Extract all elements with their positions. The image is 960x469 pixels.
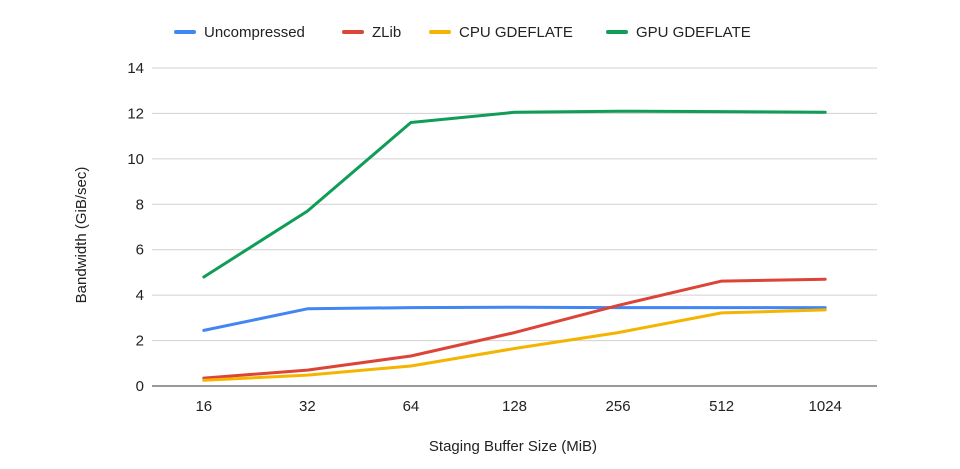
x-axis-ticks: 16 32 64 128 256 512 1024 (195, 398, 841, 415)
legend-label: CPU GDEFLATE (459, 24, 573, 41)
x-tick-label: 128 (502, 398, 527, 415)
x-tick-label: 64 (403, 398, 420, 415)
x-tick-label: 16 (195, 398, 212, 415)
series-lines (202, 109, 827, 382)
x-tick-label: 512 (709, 398, 734, 415)
y-tick-label: 2 (136, 333, 144, 350)
legend-label: ZLib (372, 24, 401, 41)
y-tick-label: 14 (127, 60, 144, 77)
x-tick-label: 1024 (809, 398, 842, 415)
y-tick-label: 12 (127, 105, 144, 122)
y-tick-label: 0 (136, 378, 144, 395)
legend: Uncompressed ZLib CPU GDEFLATE GPU GDEFLATE (174, 24, 751, 41)
x-tick-label: 32 (299, 398, 316, 415)
x-axis-title: Staging Buffer Size (MiB) (429, 438, 597, 455)
y-axis-title: Bandwidth (GiB/sec) (73, 167, 90, 304)
legend-label: Uncompressed (204, 24, 305, 41)
y-tick-label: 10 (127, 151, 144, 168)
series-line-zlib (202, 277, 827, 380)
legend-label: GPU GDEFLATE (636, 24, 751, 41)
series-line-uncompressed (202, 305, 827, 332)
x-tick-label: 256 (606, 398, 631, 415)
gridlines (152, 67, 877, 387)
series-line-gpu-gdeflate (202, 109, 827, 279)
y-tick-label: 6 (136, 242, 144, 259)
y-tick-label: 8 (136, 196, 144, 213)
y-tick-label: 4 (136, 287, 144, 304)
series-line-cpu-gdeflate (202, 308, 827, 382)
y-axis-ticks: 0 2 4 6 8 10 12 14 (127, 60, 144, 395)
